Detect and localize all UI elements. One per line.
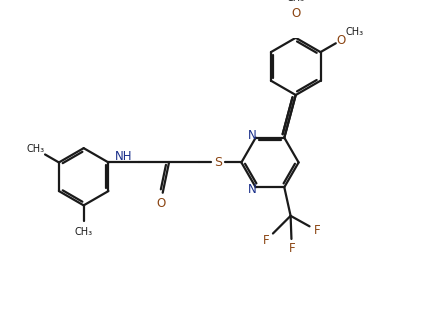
- Text: NH: NH: [115, 150, 132, 163]
- Text: O: O: [157, 197, 166, 210]
- Text: S: S: [214, 156, 222, 169]
- Text: O: O: [291, 7, 300, 20]
- Text: CH₃: CH₃: [27, 144, 45, 154]
- Text: CH₃: CH₃: [75, 227, 93, 237]
- Text: F: F: [314, 224, 321, 237]
- Text: F: F: [288, 242, 295, 255]
- Text: CH₃: CH₃: [346, 27, 364, 37]
- Text: N: N: [248, 129, 257, 142]
- Text: CH₃: CH₃: [287, 0, 305, 3]
- Text: N: N: [248, 183, 257, 196]
- Text: F: F: [263, 234, 270, 247]
- Text: O: O: [337, 34, 346, 47]
